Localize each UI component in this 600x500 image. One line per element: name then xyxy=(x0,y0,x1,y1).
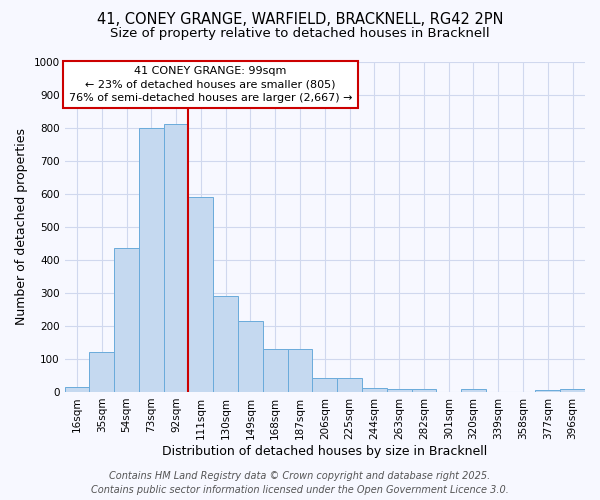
Bar xyxy=(213,296,238,392)
Bar xyxy=(114,248,139,392)
Bar xyxy=(263,349,287,392)
Bar xyxy=(139,128,164,392)
Text: 41, CONEY GRANGE, WARFIELD, BRACKNELL, RG42 2PN: 41, CONEY GRANGE, WARFIELD, BRACKNELL, R… xyxy=(97,12,503,28)
Bar xyxy=(65,387,89,392)
Bar xyxy=(535,390,560,392)
Bar xyxy=(461,388,486,392)
Bar xyxy=(89,352,114,392)
Bar xyxy=(164,124,188,392)
Bar xyxy=(313,378,337,392)
Bar xyxy=(387,388,412,392)
Text: 41 CONEY GRANGE: 99sqm
← 23% of detached houses are smaller (805)
76% of semi-de: 41 CONEY GRANGE: 99sqm ← 23% of detached… xyxy=(68,66,352,103)
Bar xyxy=(362,388,387,392)
Bar xyxy=(238,321,263,392)
Bar xyxy=(412,388,436,392)
X-axis label: Distribution of detached houses by size in Bracknell: Distribution of detached houses by size … xyxy=(162,444,487,458)
Bar xyxy=(188,197,213,392)
Bar xyxy=(560,390,585,392)
Bar xyxy=(287,349,313,392)
Text: Size of property relative to detached houses in Bracknell: Size of property relative to detached ho… xyxy=(110,28,490,40)
Text: Contains HM Land Registry data © Crown copyright and database right 2025.
Contai: Contains HM Land Registry data © Crown c… xyxy=(91,471,509,495)
Y-axis label: Number of detached properties: Number of detached properties xyxy=(15,128,28,325)
Bar xyxy=(337,378,362,392)
